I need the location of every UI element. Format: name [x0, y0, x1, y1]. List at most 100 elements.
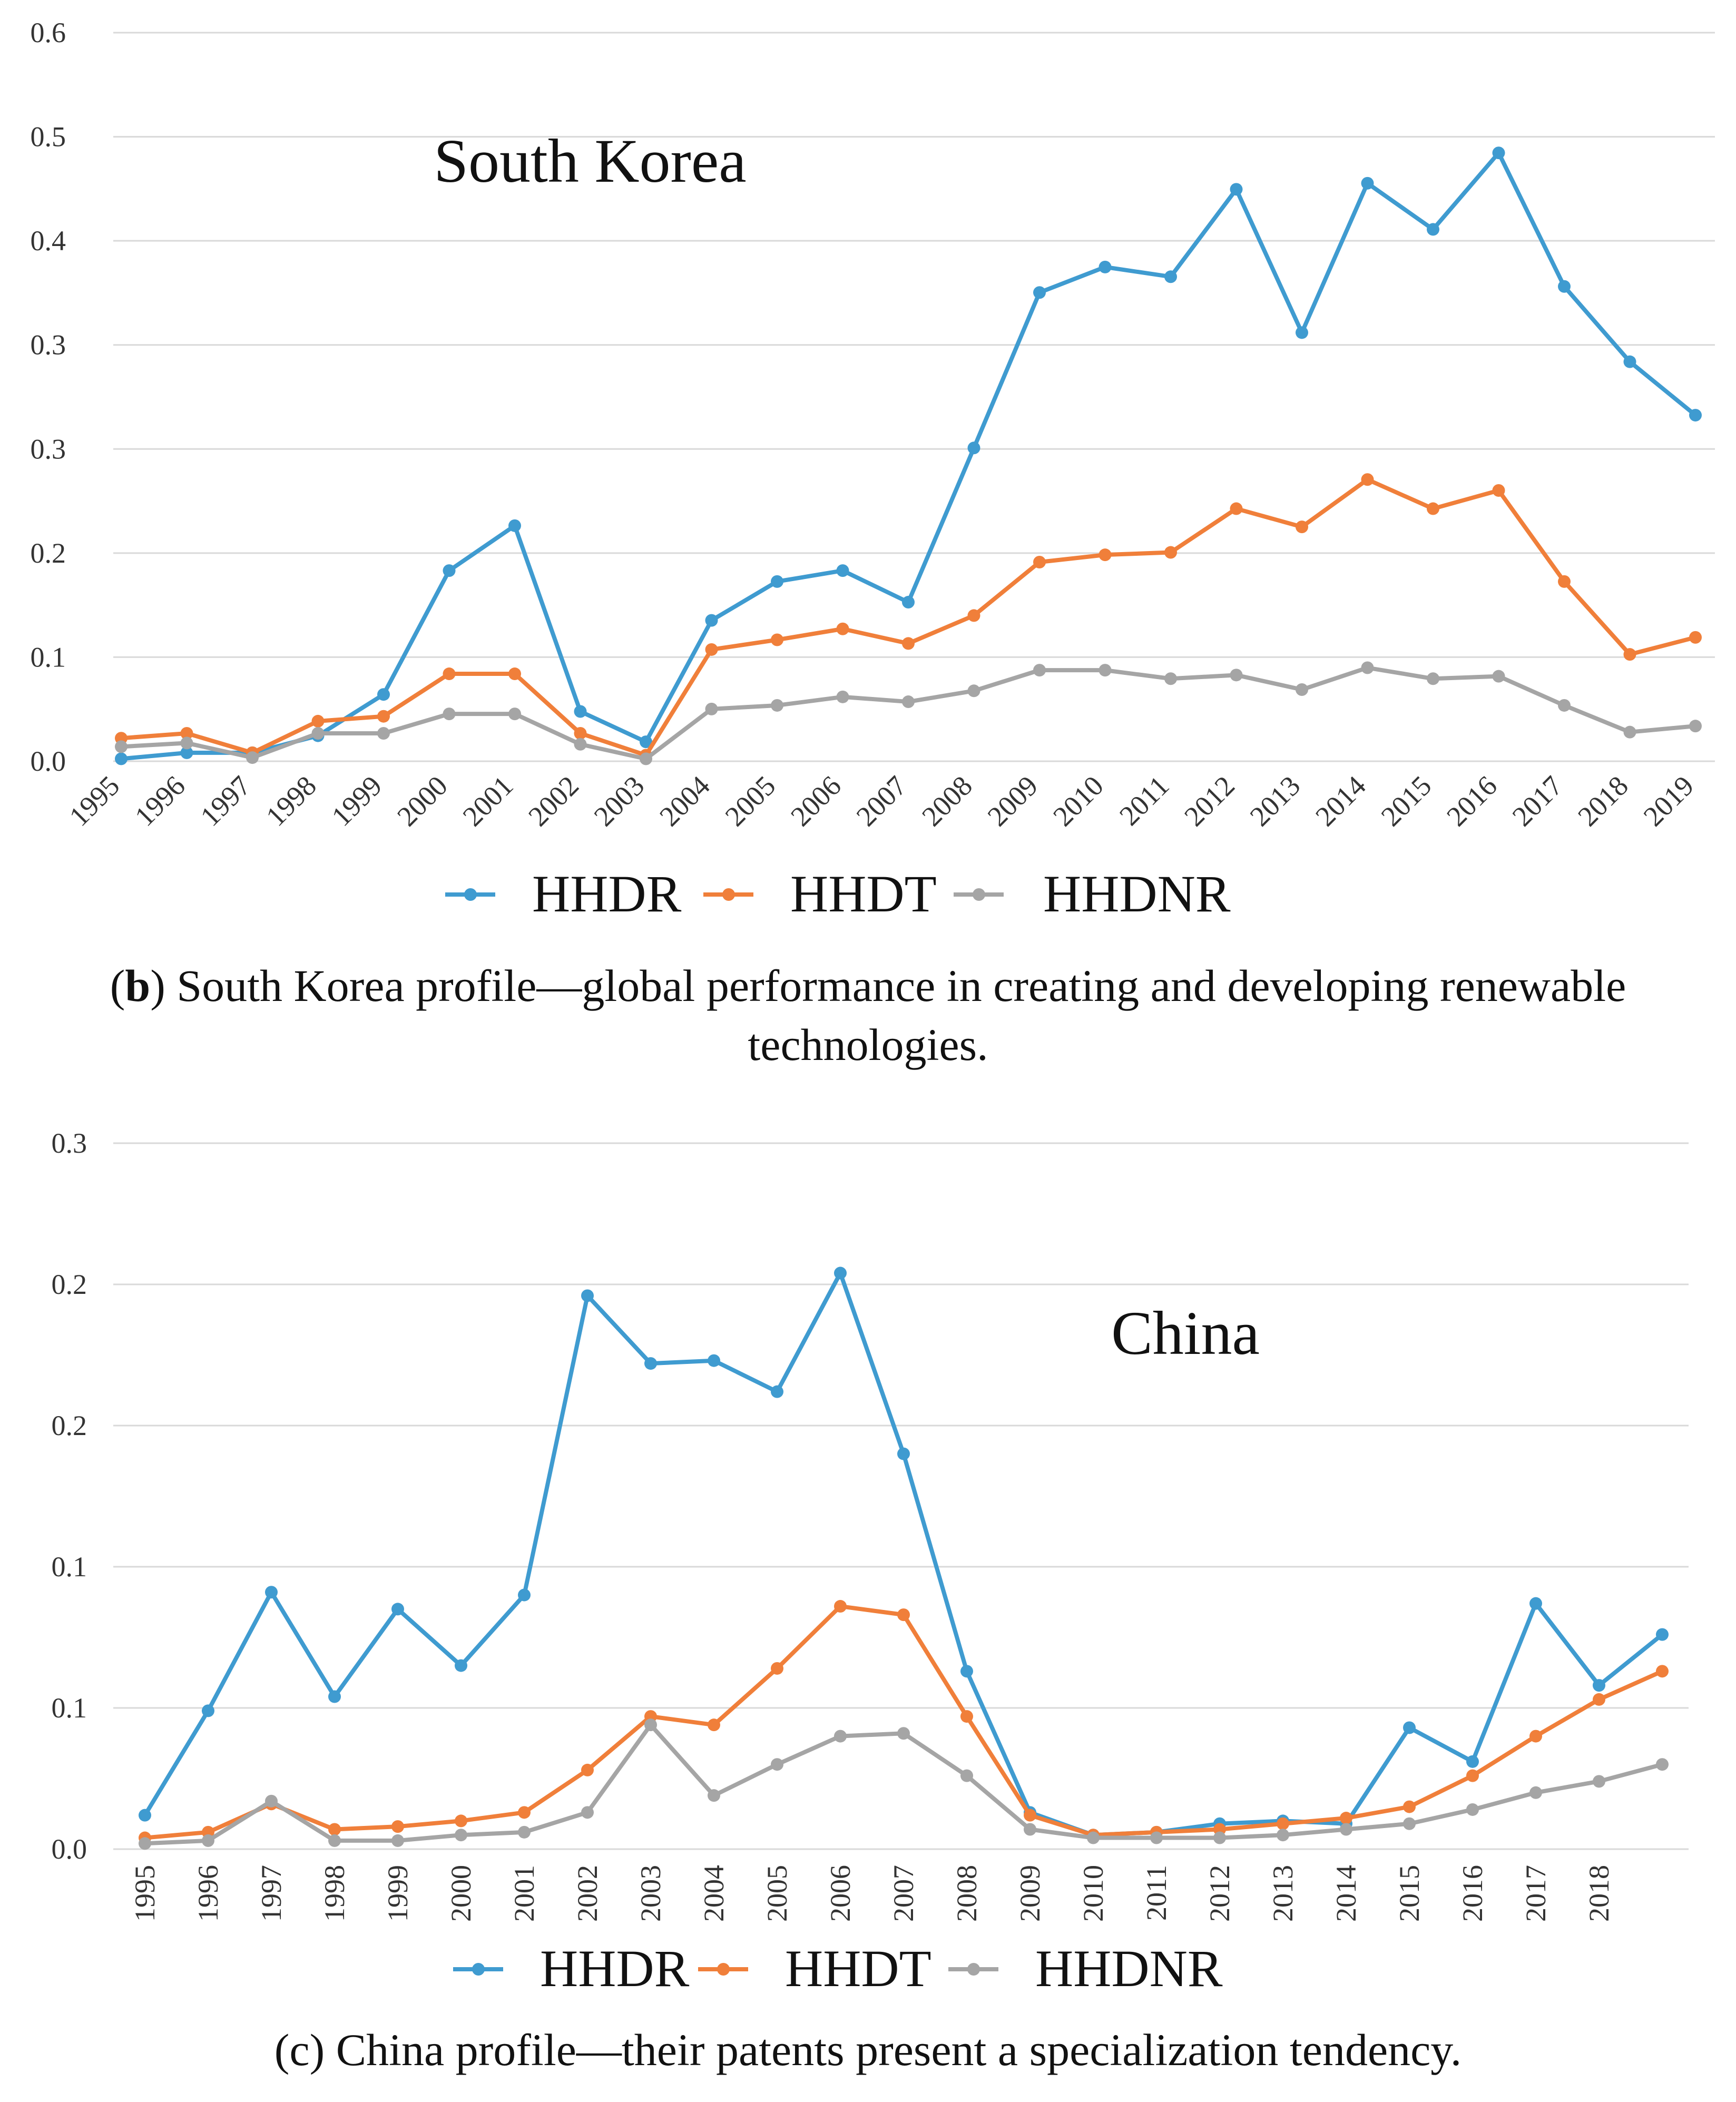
x-tick-label: 2009 — [982, 770, 1044, 832]
data-point — [1656, 1665, 1669, 1678]
data-point — [1529, 1730, 1542, 1743]
data-point — [265, 1586, 278, 1599]
legend-label: HHDT — [790, 865, 937, 923]
x-tick-label: 2018 — [1572, 770, 1634, 832]
data-point — [1340, 1823, 1352, 1836]
x-tick-label: 2000 — [445, 1865, 477, 1922]
data-point — [574, 726, 587, 740]
data-point — [705, 614, 718, 627]
data-point — [1087, 1831, 1100, 1844]
data-point — [1296, 520, 1308, 534]
caption-label: b — [125, 960, 151, 1011]
x-tick-label: 1998 — [319, 1865, 350, 1922]
x-tick-label: 2002 — [572, 1865, 603, 1922]
x-tick-label: 2005 — [761, 1865, 793, 1922]
x-tick-label: 2013 — [1244, 770, 1307, 832]
data-point — [246, 751, 259, 764]
x-tick-label: 1997 — [194, 770, 257, 832]
caption-text: ) South Korea profile—global performance… — [150, 960, 1626, 1070]
data-point — [377, 688, 390, 701]
y-tick-label: 0.6 — [31, 17, 66, 48]
x-tick-label: 2011 — [1141, 1865, 1172, 1921]
data-point — [771, 1662, 783, 1675]
y-tick-label: 0.1 — [31, 641, 66, 673]
data-point — [1466, 1755, 1479, 1768]
data-point — [960, 1710, 973, 1723]
x-tick-label: 2011 — [1113, 770, 1175, 831]
data-point — [1466, 1803, 1479, 1816]
data-point — [836, 690, 849, 703]
data-point — [1033, 286, 1046, 299]
x-tick-label: 2000 — [391, 770, 454, 832]
x-tick-label: 2008 — [916, 770, 978, 832]
x-tick-label: 2012 — [1178, 770, 1241, 832]
data-point — [960, 1769, 973, 1782]
data-point — [1277, 1829, 1289, 1842]
data-point — [771, 699, 783, 712]
data-point — [967, 684, 980, 698]
data-point — [1230, 183, 1243, 196]
data-point — [902, 695, 915, 709]
x-tick-label: 2017 — [1520, 1865, 1552, 1922]
x-tick-label: 2010 — [1077, 1865, 1109, 1922]
data-point — [1213, 1831, 1226, 1844]
data-point — [202, 1704, 214, 1717]
data-point — [967, 609, 980, 622]
data-point — [1492, 484, 1505, 497]
data-point — [705, 643, 718, 656]
data-point — [1558, 280, 1571, 293]
legend-swatch-marker — [973, 888, 985, 901]
data-point — [1689, 631, 1702, 644]
data-point — [1403, 1721, 1416, 1734]
legend-label: HHDNR — [1035, 1939, 1223, 1998]
data-point — [443, 564, 456, 577]
y-tick-label: 0.0 — [31, 745, 66, 777]
series-line-hhdr — [121, 151, 1697, 761]
legend-item-hhdnr: HHDNR — [954, 865, 1231, 923]
data-point — [1150, 1831, 1163, 1844]
data-point — [443, 667, 456, 681]
data-point — [1230, 502, 1243, 515]
data-point — [708, 1718, 720, 1732]
data-point — [771, 633, 783, 646]
data-point — [1340, 1812, 1352, 1825]
data-point — [902, 596, 915, 609]
data-point — [1277, 1817, 1289, 1830]
data-point — [180, 726, 193, 740]
x-tick-label: 2001 — [508, 1865, 540, 1922]
data-point — [1296, 683, 1308, 696]
china-chart: 0.0 0.1 0.1 0.2 0.2 0.3 1995 1996 1997 1998 1999 20… — [52, 1127, 1689, 1998]
china-caption: (c) China profile—their patents present … — [274, 2025, 1462, 2075]
data-point — [897, 1447, 910, 1460]
x-tick-label: 2005 — [719, 770, 782, 832]
x-tick-label: 2009 — [1014, 1865, 1046, 1922]
data-point — [1361, 661, 1374, 674]
data-point — [508, 667, 521, 681]
data-point — [1529, 1786, 1542, 1799]
data-point — [1361, 473, 1374, 486]
x-tick-label: 2014 — [1309, 770, 1372, 832]
data-point — [391, 1834, 404, 1847]
data-point — [834, 1730, 847, 1743]
legend-item-hhdt: HHDT — [703, 865, 937, 923]
data-point — [1689, 720, 1702, 733]
data-point — [771, 1385, 783, 1398]
x-tick-label: 2001 — [457, 770, 519, 832]
data-point — [311, 726, 325, 740]
data-point — [377, 710, 390, 723]
data-point — [644, 1357, 657, 1370]
caption-text: ) China profile—their patents present a … — [309, 2025, 1462, 2075]
x-tick-label: 1996 — [192, 1865, 224, 1922]
x-tick-label: 1997 — [256, 1865, 287, 1922]
data-point — [1466, 1769, 1479, 1782]
data-point — [708, 1354, 720, 1367]
data-point — [705, 702, 718, 715]
data-point — [960, 1665, 973, 1678]
data-point — [1427, 672, 1439, 685]
data-point — [1024, 1823, 1036, 1836]
china-panel: 0.0 0.1 0.1 0.2 0.2 0.3 1995 1996 1997 1998 1999 20… — [0, 1075, 1736, 2102]
x-tick-label: 2006 — [784, 770, 847, 832]
data-point — [1296, 326, 1308, 339]
data-point — [1656, 1628, 1669, 1641]
data-point — [1558, 699, 1571, 712]
